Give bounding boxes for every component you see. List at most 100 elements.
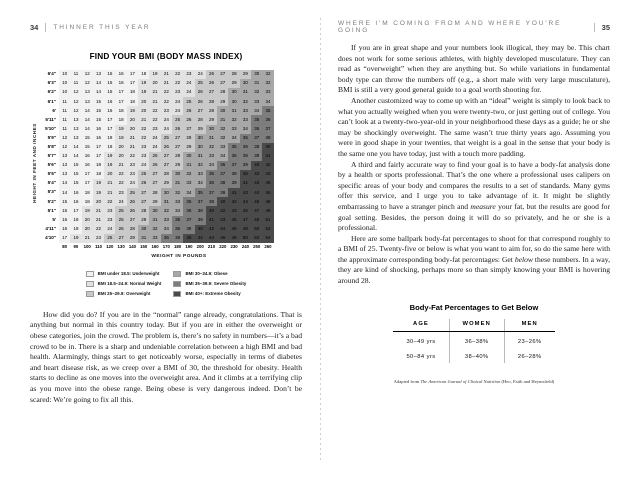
- bmi-cell: 23: [183, 70, 195, 80]
- bmi-cell: 20: [126, 115, 139, 125]
- bmi-cell: 31: [239, 88, 252, 98]
- bmi-cell: 26: [160, 142, 172, 152]
- bmi-cell: 13: [92, 70, 105, 80]
- bmi-cell: 44: [251, 188, 263, 198]
- bmi-table: 6'4" 10 11 12 13 15 16 17 18 19 21 22 23 24 26 27 28 29 30…: [39, 70, 274, 252]
- bmi-cell: 27: [217, 70, 229, 80]
- bmi-cell: 24: [104, 224, 116, 234]
- bmi-cell: 41: [262, 151, 274, 161]
- bmi-cell: 23: [126, 170, 139, 180]
- bmi-weight-tick: 250: [251, 242, 263, 252]
- bmi-cell: 42: [194, 233, 206, 243]
- legend-swatch: [173, 270, 182, 277]
- bmi-row: 6'1" 11 12 13 15 16 17 18 20 21 22 24 25 26 28 29 30 32 33…: [39, 97, 274, 107]
- bmi-cell: 24: [149, 133, 161, 143]
- bmi-cell: 52: [251, 233, 263, 243]
- bmi-cell: 15: [59, 197, 71, 207]
- bmi-cell: 26: [205, 79, 218, 89]
- bmi-cell: 25: [160, 133, 172, 143]
- bmi-cell: 22: [171, 70, 184, 80]
- bmi-cell: 50: [239, 233, 252, 243]
- bmi-cell: 32: [217, 124, 229, 134]
- bmi-cell: 45: [228, 215, 240, 225]
- bmi-chart: HEIGHT IN FEET AND INCHES 6'4" 10 11 12 13 15…: [30, 70, 302, 252]
- bmi-cell: 53: [262, 224, 274, 234]
- bmi-cell: 16: [70, 197, 82, 207]
- bmi-cell: 37: [262, 124, 274, 134]
- legend-item: BMI 18.5–24.9: Normal Weight: [85, 280, 162, 287]
- bmi-cell: 18: [104, 142, 116, 152]
- bmi-height-label: 5'5": [39, 170, 59, 180]
- bmi-cell: 34: [171, 206, 184, 216]
- bmi-cell: 27: [138, 188, 150, 198]
- bmi-cell: 33: [149, 233, 161, 243]
- bmi-cell: 24: [160, 115, 172, 125]
- bmi-cell: 34: [217, 151, 229, 161]
- bmi-cell: 33: [194, 170, 206, 180]
- bmi-cell: 27: [217, 79, 229, 89]
- chart-y-axis-label: HEIGHT IN FEET AND INCHES: [32, 123, 37, 203]
- legend-column-left: BMI under 18.5: Underweight BMI 18.5–24.9…: [85, 270, 162, 297]
- right-paragraph-2: Another customized way to come up with a…: [338, 95, 610, 158]
- bmi-height-label: 5'9": [39, 133, 59, 143]
- bmi-cell: 17: [70, 206, 82, 216]
- bmi-row: 5'3" 14 16 18 19 21 23 25 27 28 30 32 34 35 37 39 41 43 44…: [39, 188, 274, 198]
- bmi-cell: 11: [59, 115, 71, 125]
- bmi-cell: 13: [70, 124, 82, 134]
- bmi-weight-tick: 100: [81, 242, 93, 252]
- bmi-cell: 41: [239, 179, 252, 189]
- bmi-cell: 36: [228, 151, 240, 161]
- bmi-cell: 25: [126, 188, 139, 198]
- right-body-text: If you are in great shape and your numbe…: [338, 43, 610, 287]
- bmi-cell: 16: [115, 79, 127, 89]
- bmi-cell: 38: [171, 233, 184, 243]
- bmi-height-label: 5'10": [39, 124, 59, 134]
- bmi-cell: 27: [149, 179, 161, 189]
- bmi-cell: 31: [149, 215, 161, 225]
- bmi-row: 5'11" 11 13 14 15 17 18 20 21 22 24 25 26 28 29 31 32 33 3…: [39, 115, 274, 125]
- bmi-cell: 25: [194, 79, 206, 89]
- bmi-cell: 34: [205, 160, 218, 171]
- bmi-cell: 30: [149, 206, 161, 216]
- bmi-cell: 54: [262, 233, 274, 243]
- bmi-cell: 22: [160, 97, 172, 107]
- bmi-cell: 23: [126, 160, 139, 171]
- bmi-cell: 16: [115, 70, 127, 80]
- bmi-cell: 37: [251, 133, 263, 143]
- bmi-cell: 19: [70, 233, 82, 243]
- bmi-height-label: 5'8": [39, 142, 59, 152]
- bmi-cell: 21: [104, 188, 116, 198]
- bmi-cell: 40: [251, 160, 263, 171]
- bmi-cell: 31: [194, 151, 206, 161]
- bmi-cell: 15: [70, 170, 82, 180]
- bmi-cell: 38: [217, 179, 229, 189]
- bmi-cell: 27: [160, 151, 172, 161]
- note-journal-title: The American Journal of Clinical Nutriti…: [420, 378, 501, 384]
- legend-swatch: [85, 280, 94, 287]
- bmi-cell: 29: [171, 160, 184, 171]
- bmi-cell: 27: [194, 106, 206, 116]
- bmi-cell: 16: [92, 124, 105, 134]
- bmi-cell: 20: [138, 97, 150, 107]
- bmi-cell: 20: [115, 151, 127, 161]
- bmi-cell: 25: [183, 97, 195, 107]
- bmi-cell: 28: [183, 133, 195, 143]
- bmi-cell: 37: [194, 197, 206, 207]
- bmi-cell: 16: [81, 151, 93, 161]
- bmi-weight-tick: 150: [138, 242, 150, 252]
- legend-swatch: [85, 270, 94, 277]
- bmi-row: 5'8" 12 14 15 17 18 20 21 23 24 26 27 29 30 32 33 35 36 38…: [39, 142, 274, 152]
- bmi-cell: 33: [239, 115, 252, 125]
- bmi-height-label: 4'10": [39, 233, 59, 243]
- bmi-cell: 48: [239, 224, 252, 234]
- bmi-height-label: 6'3": [39, 79, 59, 89]
- bmi-cell: 32: [262, 79, 274, 89]
- bmi-cell: 14: [81, 106, 93, 116]
- left-folio: 34: [30, 22, 39, 32]
- chart-title: FIND YOUR BMI (BODY MASS INDEX): [89, 52, 243, 61]
- bmi-cell: 11: [70, 70, 82, 80]
- bmi-cell: 29: [126, 233, 139, 243]
- bmi-cell: 15: [81, 133, 93, 143]
- bmi-cell: 15: [59, 206, 71, 216]
- bmi-cell: 27: [138, 197, 150, 207]
